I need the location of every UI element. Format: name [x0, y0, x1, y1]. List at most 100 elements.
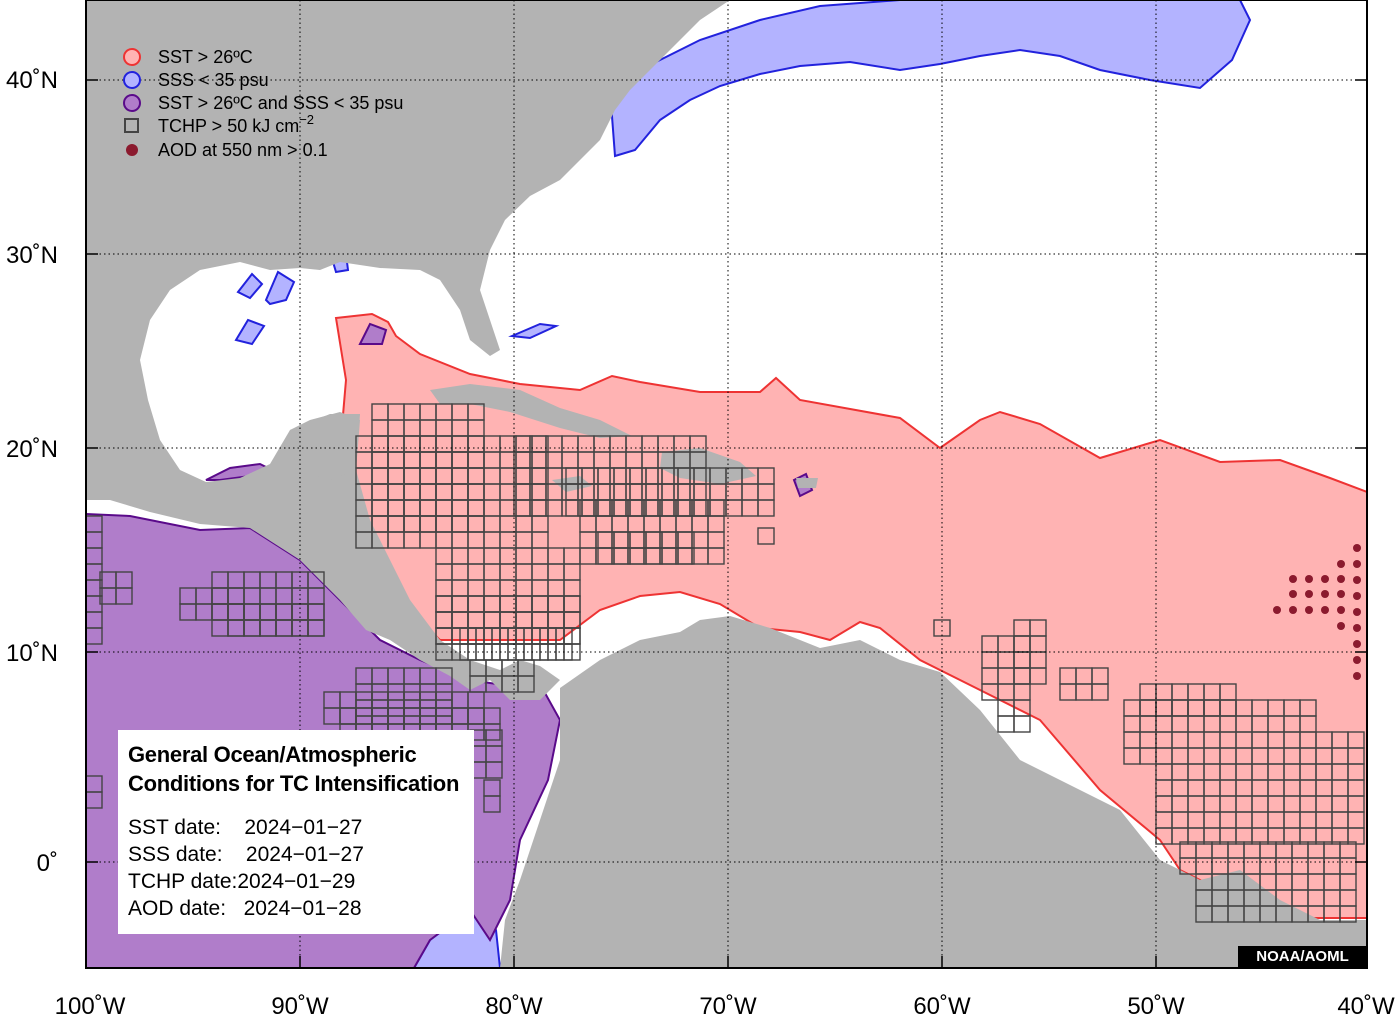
aod-dot	[1353, 672, 1361, 680]
aod-dots	[1273, 544, 1361, 680]
y-tick-label: 40˚N	[6, 67, 58, 94]
legend-label-sss: SSS < 35 psu	[158, 70, 269, 90]
aod-dot	[1337, 606, 1345, 614]
x-tick-label: 40˚W	[1337, 993, 1395, 1019]
date-value: 2024−01−27	[245, 843, 364, 866]
aod-dot	[1353, 608, 1361, 616]
aod-dot	[1337, 622, 1345, 630]
y-tick-label: 0˚	[37, 850, 58, 877]
aod-dot	[1337, 590, 1345, 598]
aod-dot	[1353, 656, 1361, 664]
hispaniola-island	[660, 448, 756, 484]
aod-dot	[1353, 624, 1361, 632]
aod-dot	[1273, 606, 1281, 614]
sss-region-gulf-a	[236, 272, 264, 300]
aod-dot	[1305, 590, 1313, 598]
tchp-square	[115, 587, 133, 605]
tchp-square	[757, 499, 775, 517]
legend-label-sst: SST > 26ºC	[158, 47, 253, 67]
x-tick-label: 70˚W	[699, 993, 757, 1019]
tchp-square	[1029, 667, 1047, 685]
aod-dot	[1353, 640, 1361, 648]
tchp-square	[483, 795, 501, 813]
aod-dot	[1321, 590, 1329, 598]
combined-circle-icon	[123, 94, 141, 112]
aod-dot	[1353, 560, 1361, 568]
aod-dot	[1289, 606, 1297, 614]
tchp-square	[1091, 683, 1109, 701]
info-title-line2: Conditions for TC Intensification	[128, 771, 460, 796]
sss-circle-icon	[123, 71, 141, 89]
tchp-squares	[86, 403, 1365, 923]
aod-dot	[1353, 544, 1361, 552]
date-row-sst: SST date: 2024−01−27	[128, 814, 464, 841]
tchp-square	[1339, 905, 1357, 923]
tchp-square	[757, 527, 775, 545]
date-value: 2024−01−27	[244, 816, 363, 839]
date-label: SSS date:	[128, 843, 223, 866]
y-axis-labels: 40˚N 30˚N 20˚N 10˚N 0˚	[6, 67, 58, 877]
map-frame	[85, 0, 1368, 969]
aod-dot	[1289, 590, 1297, 598]
sss-region-gulf-c	[234, 318, 266, 346]
tchp-square	[307, 619, 325, 637]
tchp-square	[1013, 715, 1031, 733]
sss-region-northeast	[608, 0, 1252, 158]
combined-region-florida	[358, 322, 388, 345]
sss-region-gulf-b	[264, 270, 296, 306]
y-tick-label: 30˚N	[6, 242, 58, 269]
axis-ticks	[85, 79, 1368, 968]
land-masses	[86, 0, 1367, 968]
legend-tchp-superscript: −2	[299, 112, 314, 127]
date-row-aod: AOD date: 2024−01−28	[128, 895, 464, 922]
aod-dot	[1337, 560, 1345, 568]
tchp-square	[933, 619, 951, 637]
date-row-sss: SSS date: 2024−01−27	[128, 841, 464, 868]
y-tick-label: 20˚N	[6, 436, 58, 463]
legend-label-combined: SST > 26ºC and SSS < 35 psu	[158, 93, 403, 113]
date-label: AOD date:	[128, 897, 227, 920]
x-tick-label: 90˚W	[271, 993, 329, 1019]
legend-label-tchp: TCHP > 50 kJ cm−2	[158, 112, 314, 136]
tchp-square	[86, 627, 103, 645]
tchp-square	[86, 791, 103, 809]
aod-dot	[1337, 575, 1345, 583]
south-america-land	[500, 616, 1367, 968]
aod-dot	[1321, 606, 1329, 614]
x-tick-label: 50˚W	[1127, 993, 1185, 1019]
date-label: TCHP date:	[128, 870, 238, 893]
x-tick-label: 100˚W	[55, 993, 126, 1019]
credit-label: NOAA/AOML	[1238, 946, 1367, 968]
date-value: 2024−01−28	[243, 897, 362, 920]
aod-dot	[1353, 576, 1361, 584]
info-box: General Ocean/Atmospheric Conditions for…	[118, 730, 474, 934]
y-tick-label: 10˚N	[6, 640, 58, 667]
legend-tchp-text: TCHP > 50 kJ cm	[158, 116, 299, 136]
legend-label-aod: AOD at 550 nm > 0.1	[158, 140, 328, 160]
date-value: 2024−01−29	[237, 870, 356, 893]
legend: SST > 26ºC SSS < 35 psu SST > 26ºC and S…	[123, 47, 403, 160]
cuba-island	[430, 384, 632, 438]
puerto-rico-island	[796, 478, 818, 488]
north-america-land	[86, 0, 730, 700]
date-row-tchp: TCHP date:2024−01−29	[128, 868, 464, 895]
x-tick-label: 80˚W	[485, 993, 543, 1019]
x-axis-labels: 100˚W 90˚W 80˚W 70˚W 60˚W 50˚W 40˚W	[55, 993, 1395, 1019]
tchp-square	[483, 723, 501, 741]
aod-dot	[1289, 575, 1297, 583]
sss-region-bahamas	[508, 322, 560, 340]
tchp-square	[677, 547, 695, 565]
aod-dot	[1321, 575, 1329, 583]
tchp-square-icon	[124, 118, 139, 133]
info-dates: SST date: 2024−01−27 SSS date: 2024−01−2…	[128, 814, 464, 922]
tchp-square	[707, 547, 725, 565]
aod-dot	[1305, 606, 1313, 614]
date-label: SST date:	[128, 816, 222, 839]
yucatan-land	[290, 414, 360, 480]
sst-circle-icon	[123, 48, 141, 66]
tchp-square	[517, 675, 535, 693]
info-title-line1: General Ocean/Atmospheric	[128, 742, 417, 767]
aod-dot	[1353, 592, 1361, 600]
aod-dot	[1305, 575, 1313, 583]
aod-dot-icon	[126, 144, 138, 156]
